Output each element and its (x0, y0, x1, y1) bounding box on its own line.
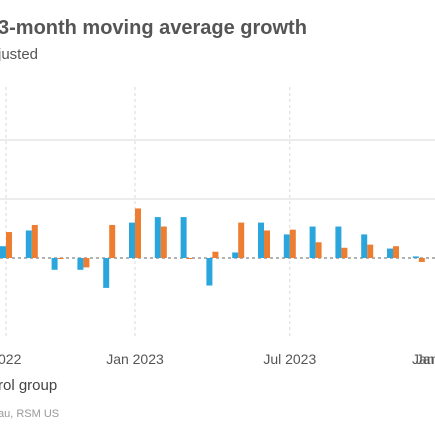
bar-series-b (418, 258, 425, 262)
bar-series-a (180, 217, 187, 258)
bar-series-b (315, 242, 322, 258)
legend-label: rol group (0, 377, 58, 394)
bar-series-a (232, 252, 239, 258)
bar-series-a (206, 258, 213, 286)
bar-series-a (51, 258, 58, 270)
x-tick-label: Jan 2024 (416, 351, 435, 367)
bar-series-a (258, 222, 264, 258)
chart-subtitle: justed (0, 46, 39, 63)
bar-series-a (0, 246, 6, 258)
bars (0, 208, 425, 288)
bar-series-a (309, 226, 316, 258)
bar-series-b (31, 224, 38, 258)
bar-series-a (283, 234, 290, 258)
bar-series-b (264, 230, 270, 258)
bar-series-a (129, 222, 135, 258)
x-tick-label: Jul 2023 (263, 351, 316, 367)
bar-series-a (335, 226, 342, 258)
bar-series-b (367, 244, 374, 258)
bar-series-a (387, 248, 393, 258)
bar-series-a (154, 217, 161, 258)
bar-series-b (109, 224, 116, 258)
bar-series-b (6, 232, 12, 258)
bar-series-b (393, 246, 399, 258)
bar-series-b (186, 258, 193, 259)
bar-series-b (83, 258, 90, 268)
bar-series-a (77, 258, 84, 270)
bar-series-b (289, 229, 296, 258)
bar-series-b (238, 222, 245, 258)
bar-series-b (135, 208, 141, 258)
x-tick-label: Jan 2023 (106, 351, 164, 367)
gridlines (0, 87, 435, 338)
source-note: au, RSM US (0, 408, 60, 420)
bar-series-b (341, 247, 348, 258)
x-tick-label: Jan (412, 351, 435, 367)
bar-series-a (412, 256, 419, 258)
bar-series-b (160, 226, 167, 258)
chart-title: 3-month moving average growth (0, 17, 307, 39)
bar-series-b (212, 251, 219, 258)
bar-series-a (25, 230, 32, 258)
bar-series-a (361, 234, 368, 258)
x-tick-label: 022 (0, 351, 22, 367)
bar-series-b (57, 258, 64, 259)
bar-series-a (103, 258, 110, 288)
